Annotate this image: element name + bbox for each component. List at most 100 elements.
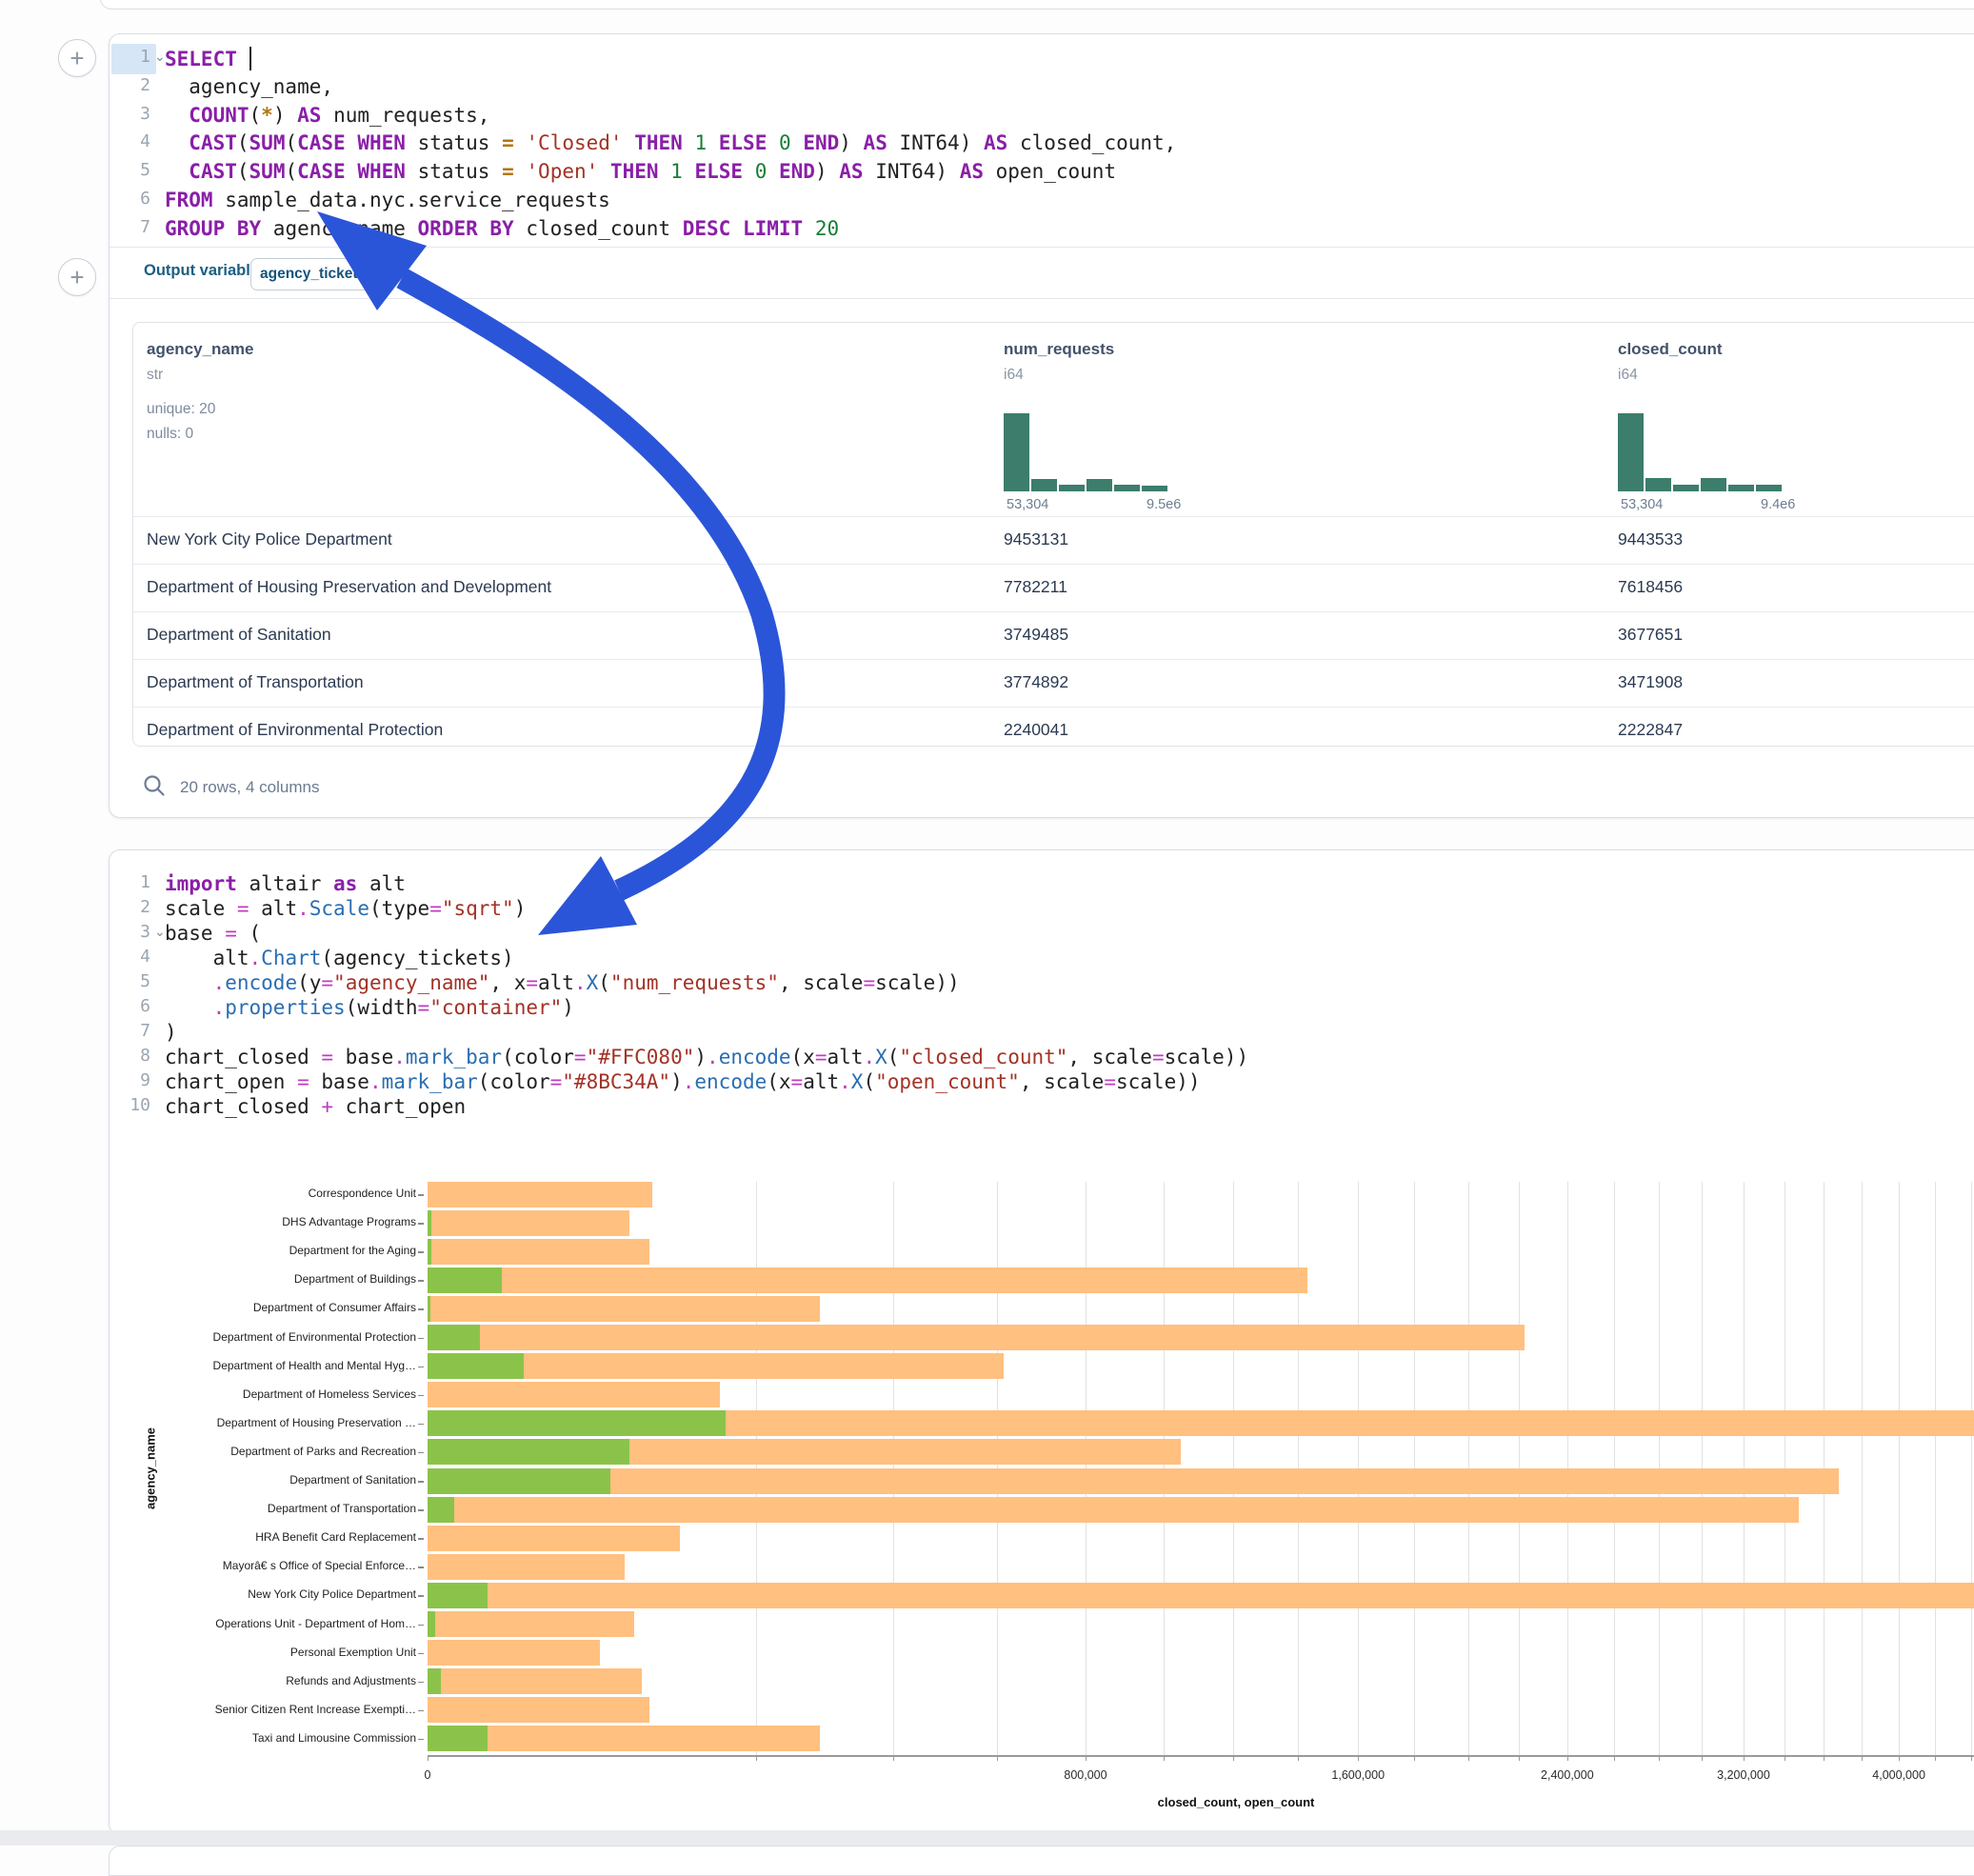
line-number: 7 [110,1021,150,1041]
line-number: 1 [110,872,150,892]
column-stat: nulls: 0 [147,426,193,443]
table-cell: 9443533 [1618,529,1683,549]
y-axis-tick [418,1710,424,1712]
bar-closed-count [428,1668,642,1694]
column-type: i64 [1004,367,1024,384]
code-text: GROUP BY agency_name ORDER BY closed_cou… [165,217,839,240]
code-line-4[interactable]: 4 CAST(SUM(CASE WHEN status = 'Closed' T… [110,131,1974,160]
bar-closed-count [428,1296,820,1322]
result-table: agency_namestrunique: 20nulls: 0num_requ… [132,322,1974,747]
code-text: CAST(SUM(CASE WHEN status = 'Closed' THE… [165,131,1176,154]
bar-closed-count [428,1697,649,1723]
line-number: 1 [110,47,150,67]
y-axis-label: Refunds and Adjustments [110,1674,416,1687]
histogram-max-label: 9.4e6 [1761,497,1795,512]
y-axis-label: Personal Exemption Unit [110,1646,416,1659]
code-text: ) [165,1021,177,1044]
y-axis-tick [418,1338,424,1340]
bar-open-count [428,1296,430,1322]
add-cell-button-top[interactable]: + [58,39,96,77]
gridline [1862,1182,1863,1755]
code-text: base = ( [165,922,261,945]
y-axis-tick [418,1538,424,1540]
y-axis-label: Operations Unit - Department of Hom… [110,1617,416,1630]
bar-open-count [428,1410,726,1436]
row-divider [133,659,1974,660]
code-line-6[interactable]: 6FROM sample_data.nyc.service_requests [110,189,1974,217]
code-text: SELECT [165,47,251,70]
column-header-agency_name[interactable]: agency_name [147,340,253,359]
bar-open-count [428,1583,488,1608]
sql-cell-card: 1 ⌄SELECT 2 agency_name,3 COUNT(*) AS num… [109,33,1974,818]
code-line-2[interactable]: 2 agency_name, [110,75,1974,104]
bar-closed-count [428,1640,600,1666]
code-text: chart_closed + chart_open [165,1095,466,1118]
line-number: 5 [110,160,150,180]
x-axis-tick-label: 4,000,000 [1872,1768,1925,1782]
text-cursor [249,47,252,70]
x-axis-tick-label: 2,400,000 [1541,1768,1594,1782]
code-line-10[interactable]: 10chart_closed + chart_open [110,1095,1974,1124]
histogram-bar [1701,478,1726,491]
bar-closed-count [428,1325,1525,1350]
y-axis-tick [418,1452,424,1454]
code-text: .encode(y="agency_name", x=alt.X("num_re… [165,971,960,994]
histogram-bar [1673,485,1699,491]
gridline [1899,1182,1900,1755]
bar-open-count [428,1210,431,1236]
y-axis-label: Department of Environmental Protection [110,1330,416,1344]
table-cell: 3749485 [1004,625,1068,645]
y-axis-tick [418,1595,424,1597]
search-icon[interactable] [142,773,167,798]
code-line-1[interactable]: 1 ⌄SELECT [110,47,1974,75]
python-cell-card: 1import altair as alt2scale = alt.Scale(… [109,849,1974,1835]
y-axis-tick [418,1280,424,1282]
bar-closed-count [428,1267,1307,1293]
code-text: import altair as alt [165,872,406,895]
table-cell: 2240041 [1004,720,1068,740]
histogram-max-label: 9.5e6 [1147,497,1181,512]
y-axis-tick [418,1194,424,1196]
y-axis-label: Department of Buildings [110,1272,416,1286]
table-cell: 2222847 [1618,720,1683,740]
output-variable-label: Output variable: [144,262,265,280]
y-axis-label: Department of Homeless Services [110,1387,416,1401]
histogram-bar [1645,478,1671,491]
histogram-bar [1031,479,1057,491]
histogram-min-label: 53,304 [1621,497,1663,512]
code-line-3[interactable]: 3 COUNT(*) AS num_requests, [110,104,1974,132]
y-axis-tick [418,1424,424,1426]
bar-open-count [428,1468,610,1494]
table-cell: 3774892 [1004,672,1068,692]
next-cell-edge [109,1846,1974,1876]
y-axis-tick [418,1223,424,1225]
histogram-bar [1142,486,1167,491]
y-axis-tick [418,1625,424,1627]
table-cell: 3677651 [1618,625,1683,645]
bar-open-count [428,1726,488,1751]
bar-open-count [428,1497,454,1523]
altair-chart: Correspondence UnitDHS Advantage Program… [110,1125,1974,1834]
output-variable-chip[interactable]: agency_tickets [250,258,372,290]
line-number: 3 [110,922,150,942]
sql-code-editor[interactable]: 1 ⌄SELECT 2 agency_name,3 COUNT(*) AS num… [110,34,1974,248]
fold-chevron-icon[interactable]: ⌄ [154,925,166,938]
fold-chevron-icon[interactable]: ⌄ [154,50,166,63]
output-variable-bar: Output variable: agency_tickets [110,247,1974,299]
code-text: chart_open = base.mark_bar(color="#8BC34… [165,1070,1201,1093]
line-number: 4 [110,947,150,967]
python-code-editor[interactable]: 1import altair as alt2scale = alt.Scale(… [110,850,1974,1125]
column-header-num_requests[interactable]: num_requests [1004,340,1114,359]
code-line-7[interactable]: 7 GROUP BY agency_name ORDER BY closed_co… [110,217,1974,246]
table-cell: Department of Housing Preservation and D… [147,577,551,597]
row-divider [133,707,1974,708]
bar-closed-count [428,1554,625,1580]
line-number: 6 [110,189,150,209]
y-axis-label: Department of Health and Mental Hyg… [110,1359,416,1372]
add-cell-button-output[interactable]: + [58,258,96,296]
code-line-5[interactable]: 5 CAST(SUM(CASE WHEN status = 'Open' THE… [110,160,1974,189]
histogram-bar [1087,479,1112,491]
column-header-closed_count[interactable]: closed_count [1618,340,1723,359]
table-cell: Department of Environmental Protection [147,720,443,740]
line-number: 7 [110,217,150,237]
